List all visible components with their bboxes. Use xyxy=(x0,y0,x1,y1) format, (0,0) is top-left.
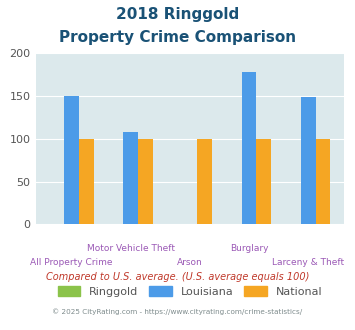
Bar xyxy=(79,139,94,224)
Text: Arson: Arson xyxy=(177,258,203,267)
Bar xyxy=(124,132,138,224)
Text: Burglary: Burglary xyxy=(230,244,268,253)
Text: Compared to U.S. average. (U.S. average equals 100): Compared to U.S. average. (U.S. average … xyxy=(46,272,309,282)
Legend: Ringgold, Louisiana, National: Ringgold, Louisiana, National xyxy=(53,281,327,301)
Text: Larceny & Theft: Larceny & Theft xyxy=(272,258,344,267)
Text: Property Crime Comparison: Property Crime Comparison xyxy=(59,30,296,45)
Text: All Property Crime: All Property Crime xyxy=(31,258,113,267)
Text: 2018 Ringgold: 2018 Ringgold xyxy=(116,7,239,21)
Bar xyxy=(242,72,256,224)
Bar xyxy=(197,139,212,224)
Text: Motor Vehicle Theft: Motor Vehicle Theft xyxy=(87,244,175,253)
Text: © 2025 CityRating.com - https://www.cityrating.com/crime-statistics/: © 2025 CityRating.com - https://www.city… xyxy=(53,309,302,315)
Bar xyxy=(301,97,316,224)
Bar xyxy=(64,96,79,224)
Bar xyxy=(138,139,153,224)
Bar xyxy=(256,139,271,224)
Bar xyxy=(316,139,330,224)
